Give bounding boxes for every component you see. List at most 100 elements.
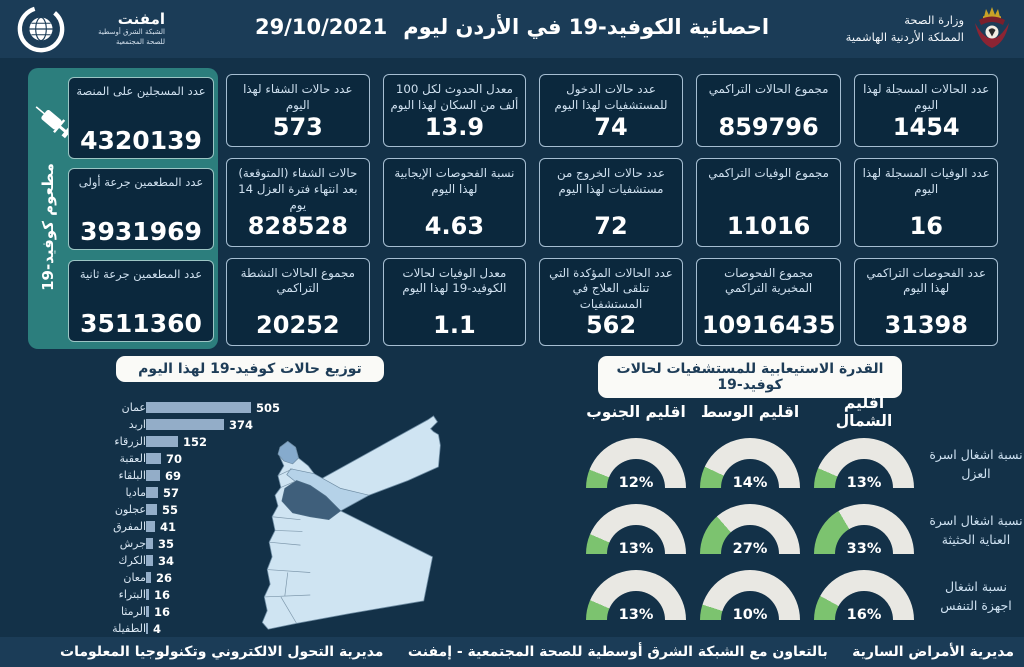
gauge-row: 13% 27% 33% نسبة اشغال اسرة العناية الحثيثة [586, 504, 1024, 557]
logo-subtitle-2: للصحة المجتمعية [115, 37, 165, 46]
stat-card: عدد حالات الدخول للمستشفيات لهذا اليوم 74 [539, 74, 683, 148]
stat-card: عدد حالات الشفاء لهذا اليوم 573 [226, 74, 370, 148]
bar [146, 453, 161, 464]
bar-category-label: المفرق [113, 520, 146, 533]
stat-card-title: مجموع الفحوصات المخبرية التراكمي [724, 265, 814, 296]
gauge: 33% [814, 504, 914, 557]
bar-value-label: 374 [229, 417, 254, 432]
footer-bar: مديرية الأمراض السارية بالتعاون مع الشبك… [0, 637, 1024, 667]
stat-card-title: مجموع الحالات النشطة التراكمي [240, 265, 355, 296]
stat-card-title: مجموع الحالات التراكمي [708, 82, 829, 96]
bar-category-label: الطفيلة [112, 622, 146, 635]
governorate-bar-chart: عمان 505 اربد 374 الزرقاء 152 العقبة 70 البلقاء 6… [86, 399, 301, 637]
stat-card-title: عدد حالات الخروج من مستشفيات لهذا اليوم [556, 166, 666, 196]
bar [146, 623, 148, 634]
bar-category-label: البتراء [118, 588, 146, 601]
stat-card-value: 16 [909, 212, 943, 241]
vaccination-card-value: 4320139 [80, 126, 202, 155]
stat-card-title: عدد الفحوصات التراكمي لهذا اليوم [866, 265, 987, 296]
bar [146, 402, 251, 413]
bar-value-label: 41 [160, 519, 177, 534]
bar-category-label: البلقاء [118, 469, 146, 482]
bar-category-label: ماديا [125, 486, 146, 499]
gauge-value: 27% [732, 541, 768, 557]
globe-icon [17, 5, 65, 53]
stat-card-value: 72 [594, 212, 628, 241]
bar-value-label: 70 [166, 451, 183, 466]
stat-card-value: 859796 [718, 112, 819, 141]
region-amman [281, 480, 342, 521]
bar [146, 436, 178, 447]
bar-chart-title-banner: توزيع حالات كوفيد-19 لهذا اليوم [116, 356, 384, 382]
bar [146, 487, 158, 498]
bar-category-label: الزرقاء [114, 435, 146, 448]
gauge-value: 13% [846, 475, 882, 491]
governorate-borders [264, 468, 311, 624]
stat-card-value: 13.9 [424, 112, 485, 141]
page-title: احصائية الكوفيد-19 في الأردن ليوم 29/10/2… [0, 15, 1024, 39]
vaccination-card-value: 3931969 [80, 217, 202, 246]
bar [146, 606, 149, 617]
bar-value-label: 57 [163, 485, 180, 500]
ministry-name: وزارة الصحة [904, 12, 964, 27]
stat-card: مجموع الحالات التراكمي 859796 [695, 74, 842, 148]
bar [146, 572, 151, 583]
stat-card-title: عدد حالات الدخول للمستشفيات لهذا اليوم [554, 82, 668, 112]
stat-card-title: حالات الشفاء (المتوقعة) بعد انتهاء فترة … [238, 166, 358, 212]
bar [146, 538, 153, 549]
bar-value-label: 35 [158, 536, 175, 551]
bar [146, 504, 157, 515]
bar-row: جرش 35 [86, 535, 301, 552]
stat-card: حالات الشفاء (المتوقعة) بعد انتهاء فترة … [226, 158, 370, 247]
header-bar: امفنت الشبكة الشرق أوسطية للصحة المجتمعي… [0, 0, 1024, 58]
bar-row: ماديا 57 [86, 484, 301, 501]
region-column-header: اقليم الوسط [700, 403, 800, 421]
gauge-section-title-banner: القدرة الاستيعابية للمستشفيات لحالات كوف… [598, 356, 902, 398]
stat-card-value: 1.1 [433, 311, 476, 340]
stat-card-value: 20252 [256, 311, 340, 340]
stat-card-value: 74 [594, 112, 628, 141]
gauge: 10% [700, 570, 800, 623]
stat-card-value: 4.63 [424, 212, 485, 241]
gauge-row-label: نسبة اشغال اجهزة التنفس [940, 579, 1012, 613]
kingdom-name: المملكة الأردنية الهاشمية [845, 30, 964, 44]
bar-value-label: 152 [183, 434, 208, 449]
bar-category-label: معان [123, 571, 146, 584]
stat-card: عدد الحالات المسجلة لهذا اليوم 1454 [854, 74, 998, 148]
page-title-text: احصائية الكوفيد-19 في الأردن ليوم [403, 15, 770, 39]
footer-right-text: مديرية الأمراض السارية [852, 644, 1014, 660]
bar-category-label: العقبة [119, 452, 147, 465]
stat-card-title: معدل الوفيات لحالات الكوفيد-19 لهذا اليو… [402, 265, 507, 296]
bar-row: الرمثا 16 [86, 603, 301, 620]
bar-row: البتراء 16 [86, 586, 301, 603]
stat-card-value: 10916435 [701, 311, 836, 340]
stat-card-title: نسبة الفحوصات الإيجابية لهذا اليوم [394, 166, 515, 196]
footer-center-text: بالتعاون مع الشبكة الشرق أوسطية للصحة ال… [407, 644, 828, 660]
stat-card-title: عدد حالات الشفاء لهذا اليوم [243, 82, 353, 112]
stat-card: عدد الفحوصات التراكمي لهذا اليوم 31398 [854, 257, 998, 346]
gauge-row-label: نسبة اشغال اسرة العزل [929, 447, 1023, 481]
stat-card-title: معدل الحدوث لكل 100 ألف من السكان لهذا ا… [390, 82, 519, 112]
stat-card: مجموع الحالات النشطة التراكمي 20252 [226, 257, 370, 346]
stat-card: عدد الوفيات المسجلة لهذا اليوم 16 [854, 158, 998, 247]
bar-value-label: 55 [162, 502, 179, 517]
stat-card: معدل الحدوث لكل 100 ألف من السكان لهذا ا… [382, 74, 527, 148]
stat-card: معدل الوفيات لحالات الكوفيد-19 لهذا اليو… [382, 257, 527, 346]
stat-card: مجموع الفحوصات المخبرية التراكمي 10916435 [695, 257, 842, 346]
bar-value-label: 4 [153, 621, 162, 636]
gauge: 13% [814, 438, 914, 491]
gauge: 27% [700, 504, 800, 557]
vaccination-card-title: عدد المطعمين جرعة ثانية [79, 267, 203, 281]
report-date: 29/10/2021 [254, 15, 388, 39]
stat-card: نسبة الفحوصات الإيجابية لهذا اليوم 4.63 [382, 158, 527, 247]
logo-name: امفنت [117, 9, 165, 28]
stat-card-value: 562 [585, 311, 637, 340]
bar-value-label: 16 [154, 604, 171, 619]
stat-card-title: عدد الوفيات المسجلة لهذا اليوم [862, 166, 990, 196]
vaccination-panel: مطعوم كوفيد-19 عدد المسجلين على المنصة 4… [28, 68, 218, 349]
gauge-row: 13% 10% 16% نسبة اشغال اجهزة التنفس [586, 570, 1024, 623]
stat-card: مجموع الوفيات التراكمي 11016 [695, 158, 842, 247]
stat-cards-grid: عدد الحالات المسجلة لهذا اليوم 1454 مجموع… [226, 74, 998, 346]
vaccination-card: عدد المطعمين جرعة أولى 3931969 [68, 168, 214, 250]
gauge-row-label: نسبة اشغال اسرة العناية الحثيثة [929, 513, 1023, 547]
